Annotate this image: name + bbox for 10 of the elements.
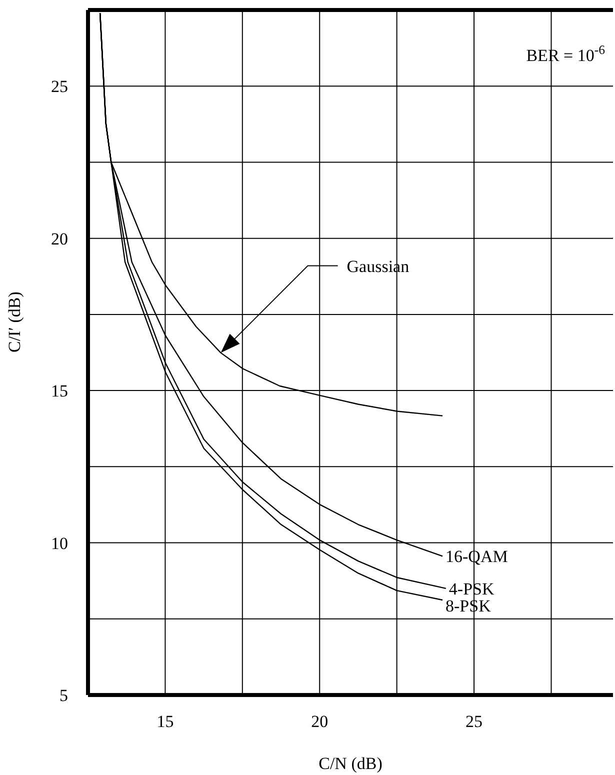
y-tick-label: 15: [51, 382, 68, 401]
x-tick-label: 25: [466, 712, 483, 732]
y-tick-label: 25: [51, 77, 68, 96]
y-tick-label: 10: [51, 534, 68, 553]
x-tick-label: 20: [311, 712, 328, 732]
y-tick-label: 20: [51, 229, 68, 248]
x-axis-title: C/N (dB): [318, 754, 382, 773]
y-axis-title: C/I′ (dB): [5, 292, 24, 352]
y-tick-label: 5: [60, 686, 68, 706]
x-tick-label: 15: [156, 712, 174, 732]
